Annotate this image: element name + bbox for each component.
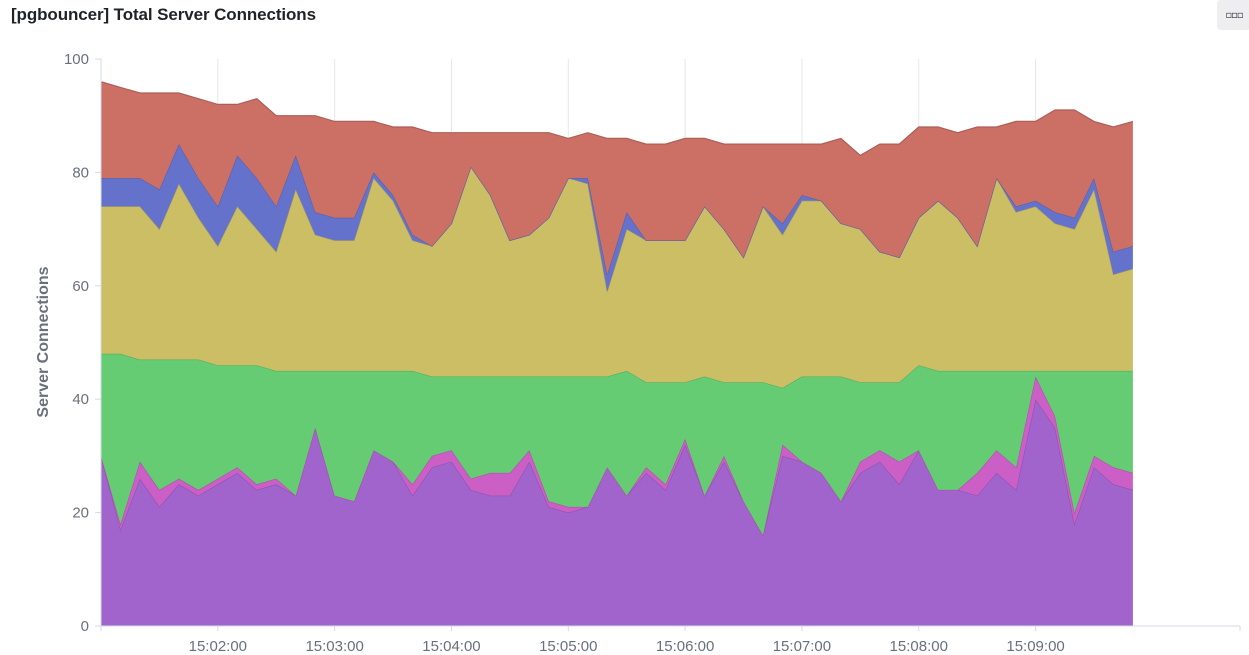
- series-areas: [100, 81, 1134, 626]
- x-tick-label: 15:05:00: [539, 638, 597, 655]
- x-tick-label: 15:09:00: [1006, 638, 1064, 655]
- series-area-1: [101, 399, 1133, 626]
- x-tick-label: 15:07:00: [773, 638, 831, 655]
- x-tick-label: 15:02:00: [189, 638, 247, 655]
- x-tick-label: 15:06:00: [656, 638, 714, 655]
- panel-title: [pgbouncer] Total Server Connections: [11, 5, 316, 24]
- y-tick-label: 40: [72, 391, 89, 408]
- series-area-6: [101, 81, 1133, 275]
- series-area-4: [101, 166, 1133, 388]
- x-tick-label: 15:03:00: [305, 638, 363, 655]
- y-tick-label: 60: [72, 278, 89, 295]
- y-axis-title: Server Connections: [35, 266, 52, 417]
- series-area-3: [101, 353, 1133, 536]
- y-tick-label: 100: [64, 51, 89, 68]
- more-options-icon: ▫▫▫: [1225, 9, 1243, 21]
- panel-options-button[interactable]: ▫▫▫: [1217, 0, 1249, 30]
- y-tick-label: 80: [72, 164, 89, 181]
- axes: 0 20 40 60 80 100 15:02:00 15:03:00 15:04:00 15:0…: [64, 51, 1241, 655]
- y-tick-label: 20: [72, 505, 89, 522]
- x-tick-label: 15:08:00: [890, 638, 948, 655]
- x-tick-label: 15:04:00: [422, 638, 480, 655]
- series-line-6: [100, 81, 1134, 157]
- y-tick-label: 0: [81, 618, 89, 635]
